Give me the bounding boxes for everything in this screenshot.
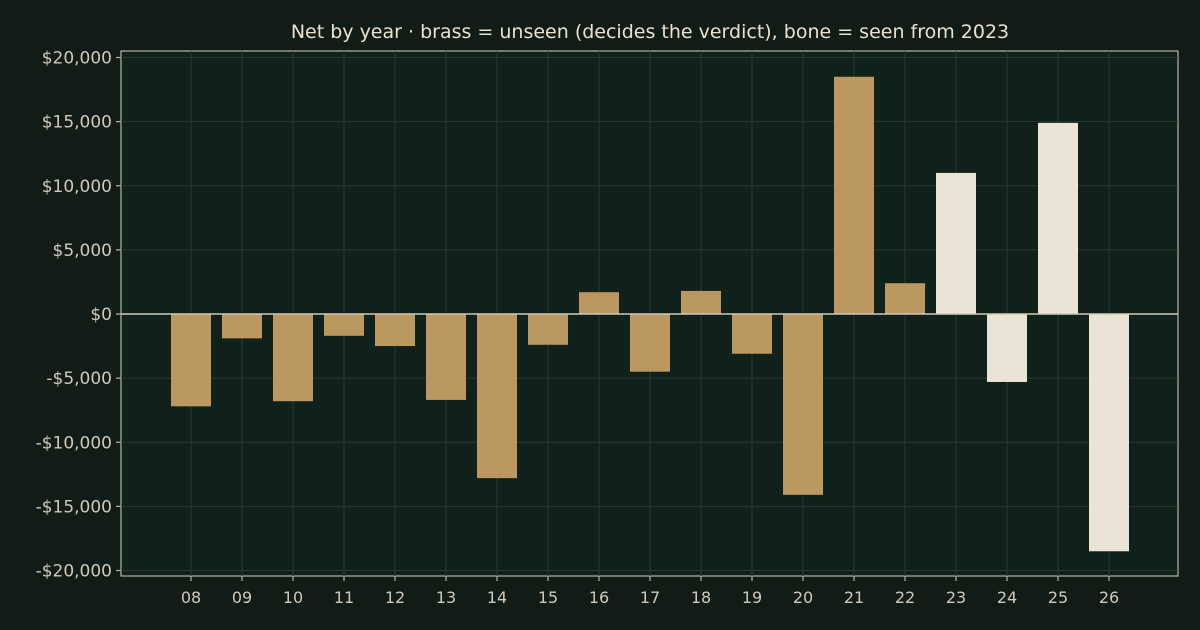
- x-tick-label: 08: [181, 588, 201, 607]
- x-tick-label: 12: [385, 588, 405, 607]
- x-tick-label: 17: [640, 588, 660, 607]
- x-tick-label: 23: [946, 588, 966, 607]
- bar-23: [936, 172, 976, 314]
- x-tick-label: 14: [487, 588, 507, 607]
- chart-title: Net by year · brass = unseen (decides th…: [291, 21, 1009, 43]
- bar-19: [732, 314, 772, 354]
- y-tick-label: $20,000: [42, 49, 112, 69]
- x-tick-label: 24: [997, 588, 1017, 607]
- bar-16: [579, 292, 619, 314]
- x-tick-label: 11: [334, 588, 354, 607]
- x-tick-label: 10: [283, 588, 303, 607]
- x-tick-label: 16: [589, 588, 609, 607]
- x-tick-label: 25: [1048, 588, 1068, 607]
- bar-15: [528, 314, 568, 345]
- bar-12: [375, 314, 415, 347]
- bars: [171, 76, 1129, 552]
- bar-13: [426, 314, 466, 400]
- bar-20: [783, 314, 823, 495]
- y-tick-label: $5,000: [53, 241, 112, 261]
- y-axis-ticks: $20,000 $15,000 $10,000 $5,000 $0 -$5,000 -$10…: [36, 49, 121, 582]
- y-tick-label: -$15,000: [36, 497, 112, 517]
- x-tick-label: 20: [793, 588, 813, 607]
- y-tick-label: -$10,000: [36, 433, 112, 453]
- y-tick-label: $0: [90, 305, 112, 325]
- x-tick-label: 22: [895, 588, 915, 607]
- x-tick-label: 15: [538, 588, 558, 607]
- bar-17: [630, 314, 670, 372]
- y-tick-label: $15,000: [42, 113, 112, 133]
- bar-25: [1038, 122, 1078, 314]
- x-axis-ticks: 08 09 10 11 12 13 14 15 16 17 18 19 20 21 22 23 24 25 26: [181, 576, 1119, 607]
- x-tick-label: 13: [436, 588, 456, 607]
- bar-14: [477, 314, 517, 479]
- bar-09: [222, 314, 262, 339]
- x-tick-label: 21: [844, 588, 864, 607]
- bar-08: [171, 314, 211, 407]
- y-tick-label: $10,000: [42, 177, 112, 197]
- x-tick-label: 18: [691, 588, 711, 607]
- x-tick-label: 19: [742, 588, 762, 607]
- bar-21: [834, 76, 874, 314]
- bar-11: [324, 314, 364, 336]
- bar-18: [681, 290, 721, 314]
- bar-26: [1089, 314, 1129, 552]
- bar-24: [987, 314, 1027, 382]
- x-tick-label: 26: [1099, 588, 1119, 607]
- bar-22: [885, 283, 925, 314]
- bar-10: [273, 314, 313, 402]
- x-tick-label: 09: [232, 588, 252, 607]
- y-tick-label: -$5,000: [46, 369, 112, 389]
- y-tick-label: -$20,000: [36, 562, 112, 582]
